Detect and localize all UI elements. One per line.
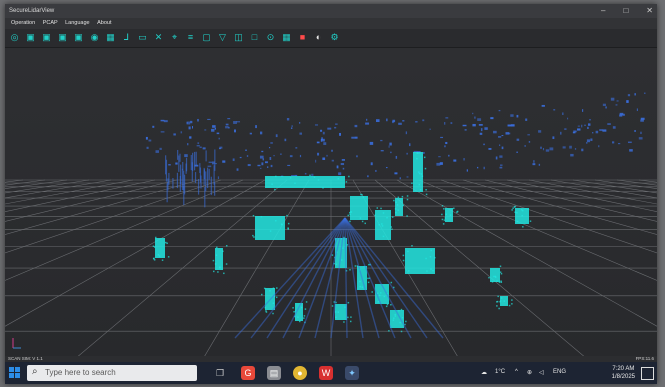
cube-icon[interactable]: ▣ <box>26 32 35 42</box>
chevron-up-icon[interactable]: ^ <box>515 369 518 375</box>
target-icon[interactable]: ◉ <box>90 32 99 42</box>
menu-language[interactable]: Language <box>65 20 90 26</box>
settings-icon[interactable]: ⚙ <box>330 32 339 42</box>
start-button[interactable] <box>9 367 21 379</box>
fps-readout: FPS:11.6 <box>635 356 654 361</box>
system-tray: ☁ 1°C ^ ⊕ ◁ ENG <box>481 362 651 384</box>
menu-pcap[interactable]: PCAP <box>42 20 58 26</box>
point-cloud-viewport[interactable] <box>5 48 657 356</box>
monitor-icon[interactable]: ▢ <box>202 32 211 42</box>
taskbar-search[interactable]: ⌕ Type here to search <box>27 365 197 381</box>
grid-icon[interactable]: ▦ <box>106 32 115 42</box>
status-bar: SCAN SIM: V 1.1 FPS:11.6 <box>5 356 657 362</box>
origin-axis-icon <box>12 338 21 349</box>
square-icon[interactable]: □ <box>251 32 258 42</box>
window-title: SecureLidarView <box>9 8 55 14</box>
menu-operation[interactable]: Operation <box>11 20 36 26</box>
clock[interactable]: 7:20 AM 1/8/2025 <box>612 365 635 381</box>
task-view-icon[interactable]: ❐ <box>215 368 225 378</box>
record-icon[interactable]: ■ <box>299 32 306 42</box>
weather-temp[interactable]: 1°C <box>495 369 506 375</box>
notification-icon[interactable] <box>641 367 654 380</box>
lidar-app-icon[interactable]: ✦ <box>345 366 359 380</box>
weather-icon[interactable]: ☁ <box>481 370 487 376</box>
wps-icon[interactable]: W <box>319 366 333 380</box>
search-placeholder: Type here to search <box>45 368 116 377</box>
list-icon[interactable]: ≡ <box>187 32 194 42</box>
maximize-button[interactable]: □ <box>623 6 629 15</box>
select-icon[interactable]: ◫ <box>234 32 243 42</box>
circle-icon[interactable]: ◐ <box>315 32 322 42</box>
axis-icon[interactable]: ⅃ <box>123 32 129 42</box>
language-indicator[interactable]: ENG <box>553 369 567 375</box>
cube-side-icon[interactable]: ▣ <box>58 32 67 42</box>
filter-icon[interactable]: ▽ <box>219 32 226 42</box>
volume-icon[interactable]: ◁ <box>539 370 544 376</box>
title-bar: SecureLidarView – □ ✕ <box>5 4 657 18</box>
open-icon[interactable]: ◎ <box>10 32 19 42</box>
cube-top-icon[interactable]: ▣ <box>74 32 83 42</box>
menu-about[interactable]: About <box>97 20 112 26</box>
monitor-screen: SecureLidarView – □ ✕ Operation PCAP Lan… <box>5 4 657 384</box>
point-cloud-canvas <box>5 48 657 356</box>
minimize-button[interactable]: – <box>601 6 606 15</box>
toolbar: ◎ ▣ ▣ ▣ ▣ ◉ ▦ ⅃ ▭ ✕ ⌖ ≡ ▢ ▽ ◫ □ ⊙ ▦ ■ ◐ … <box>5 29 657 48</box>
network-icon[interactable]: ⊕ <box>527 370 533 376</box>
menu-bar: Operation PCAP Language About <box>5 18 657 29</box>
crosshair-icon[interactable]: ⌖ <box>171 32 178 42</box>
point-icon[interactable]: ⊙ <box>266 32 275 42</box>
close-button[interactable]: ✕ <box>646 6 653 15</box>
search-icon: ⌕ <box>32 366 38 377</box>
cross-icon[interactable]: ✕ <box>154 32 163 42</box>
files-icon[interactable]: ▤ <box>267 366 281 380</box>
grid-small-icon[interactable]: ▦ <box>282 32 291 42</box>
cube-front-icon[interactable]: ▣ <box>42 32 51 42</box>
lidar-points <box>145 92 646 339</box>
box-icon[interactable]: ▭ <box>138 32 147 42</box>
g-app-icon[interactable]: G <box>241 366 255 380</box>
clock-date: 1/8/2025 <box>611 374 635 380</box>
clock-time: 7:20 AM <box>612 366 635 372</box>
taskbar: ⌕ Type here to search ❐ G ▤ ● W ✦ ☁ 1°C … <box>5 362 657 384</box>
window-controls: – □ ✕ <box>601 4 653 18</box>
status-left: SCAN SIM: V 1.1 <box>8 356 43 361</box>
chrome-icon[interactable]: ● <box>293 366 307 380</box>
